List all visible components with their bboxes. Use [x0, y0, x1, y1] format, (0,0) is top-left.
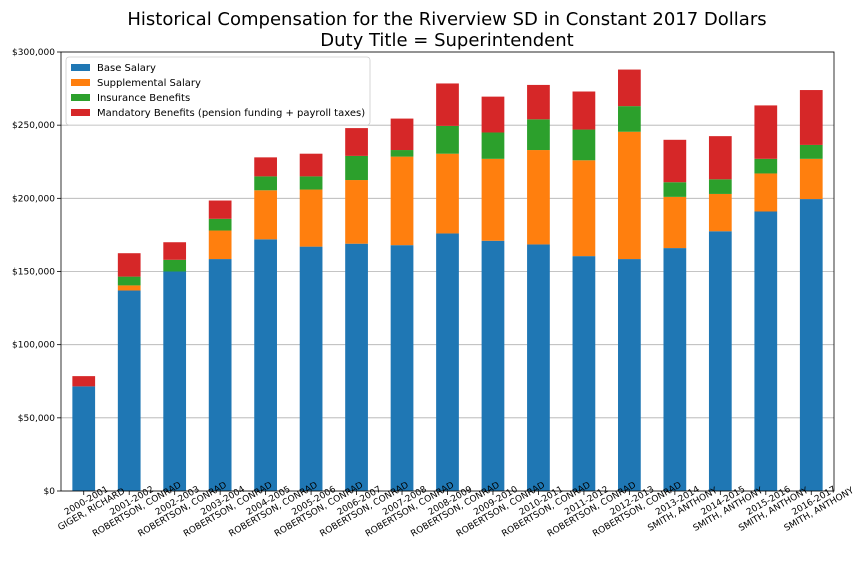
bar-segment	[527, 244, 550, 491]
bar-segment	[799, 90, 823, 145]
bar-segment	[527, 84, 550, 120]
bar-segment	[436, 83, 459, 126]
bar-segment	[208, 200, 232, 219]
y-tick-label: $150,000	[12, 268, 55, 278]
bar-segment	[254, 157, 277, 177]
y-tick-label: $300,000	[12, 48, 55, 58]
bar-segment	[345, 128, 368, 156]
bar-segment	[436, 125, 459, 154]
bar-segment	[299, 153, 323, 177]
legend-swatch	[71, 94, 90, 101]
bar-segment	[390, 118, 414, 151]
bar-segment	[390, 245, 414, 491]
bar-segment	[754, 173, 778, 212]
bar-segment	[163, 242, 187, 260]
bar-segment	[663, 248, 687, 491]
bar-segment	[708, 179, 732, 194]
legend-label: Base Salary	[97, 63, 156, 74]
bar-segment	[572, 160, 596, 257]
bar-segment	[117, 253, 141, 277]
legend-swatch	[71, 79, 90, 86]
bar-segment	[754, 211, 778, 491]
y-tick-label: $50,000	[18, 414, 55, 424]
bar-segment	[345, 155, 368, 181]
bar-segment	[799, 144, 823, 159]
legend: Base Salary Supplemental Salary Insurance …	[65, 56, 371, 126]
legend-label: Supplemental Salary	[97, 78, 201, 89]
bar-segment	[117, 285, 141, 291]
bar-segment	[390, 156, 414, 246]
bar-segment	[208, 230, 232, 260]
bar-segment	[663, 182, 687, 197]
bar-segment	[799, 158, 823, 200]
bar-segment	[254, 176, 277, 191]
y-tick-label: $200,000	[12, 194, 55, 204]
bar-segment	[618, 106, 641, 132]
bar-segment	[436, 233, 459, 491]
bar-segment	[663, 139, 687, 183]
bar-segment	[208, 259, 232, 491]
bar-segment	[708, 193, 732, 232]
bar-segment	[481, 240, 505, 491]
bar-segment	[618, 69, 641, 107]
y-tick-label: $250,000	[12, 121, 55, 131]
chart-subtitle: Duty Title = Superintendent	[320, 30, 573, 51]
bar-segment	[481, 158, 505, 241]
bar-segment	[163, 259, 187, 272]
bar-segment	[254, 190, 277, 240]
y-tick-label: $100,000	[12, 341, 55, 351]
bar-segment	[481, 96, 505, 133]
bar-segment	[618, 131, 641, 260]
bar-segment	[345, 243, 368, 491]
legend-label: Insurance Benefits	[97, 93, 190, 104]
bar-segment	[163, 271, 187, 491]
bar-segment	[527, 150, 550, 245]
bar-segment	[663, 196, 687, 249]
y-tick-label: $0	[44, 487, 56, 497]
bar-segment	[208, 218, 232, 231]
bar-segment	[754, 158, 778, 174]
bar-segment	[754, 105, 778, 159]
bar-segment	[618, 259, 641, 491]
legend-swatch	[71, 64, 90, 71]
bar-segment	[436, 153, 459, 234]
chart-title: Historical Compensation for the Rivervie…	[127, 9, 766, 30]
bar-segment	[799, 199, 823, 491]
bar-segment	[299, 189, 323, 247]
bar-segment	[72, 386, 96, 491]
bar-segment	[117, 290, 141, 491]
legend-label: Mandatory Benefits (pension funding + pa…	[97, 108, 365, 119]
bar-segment	[72, 376, 96, 387]
bar-segment	[708, 136, 732, 180]
bar-segment	[390, 150, 414, 157]
bar-segment	[254, 239, 277, 491]
bar-segment	[345, 180, 368, 244]
legend-box	[65, 56, 371, 126]
legend-swatch	[71, 109, 90, 116]
bar-segment	[708, 231, 732, 491]
bar-segment	[481, 132, 505, 159]
bar-segment	[117, 276, 141, 286]
bar-segment	[572, 129, 596, 161]
bar-segment	[299, 176, 323, 190]
bar-segment	[572, 91, 596, 130]
y-axis: $0 $50,000 $100,000 $150,000 $200,000 $250,00…	[12, 48, 61, 497]
bar-segment	[527, 119, 550, 151]
bars	[72, 69, 823, 491]
bar-segment	[299, 246, 323, 491]
bar-segment	[572, 256, 596, 491]
